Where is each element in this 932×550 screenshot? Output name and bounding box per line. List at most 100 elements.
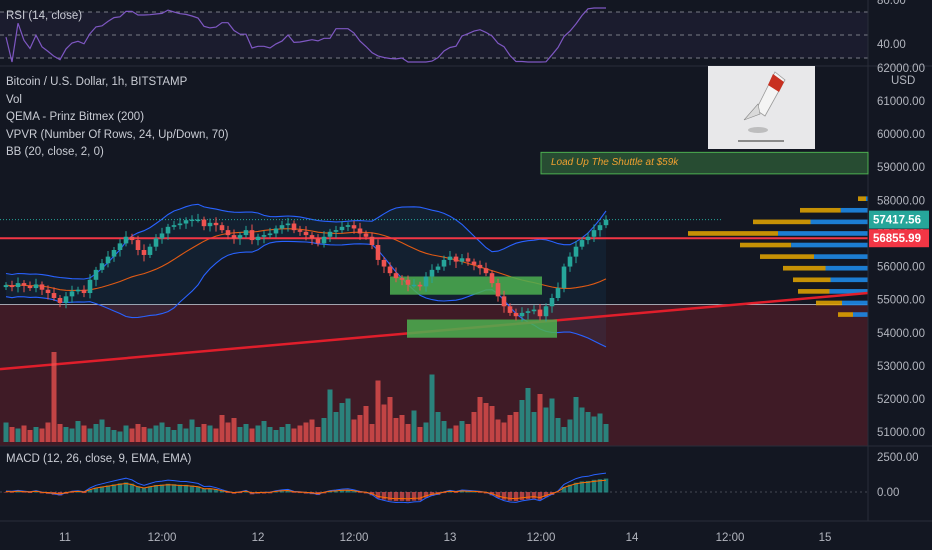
- volume-bar: [273, 430, 279, 442]
- macd-histogram-bar: [195, 486, 201, 493]
- time-tick-label: 12:00: [527, 532, 556, 544]
- candle-body: [237, 235, 243, 239]
- candle-body: [579, 240, 585, 247]
- volume-bar: [159, 422, 165, 442]
- indicator-bb[interactable]: BB (20, close, 2, 0): [6, 146, 104, 158]
- candle-body: [183, 220, 189, 224]
- macd-histogram-bar: [537, 492, 543, 500]
- candle-body: [99, 263, 105, 270]
- candle-body: [249, 230, 255, 241]
- candle-body: [423, 276, 429, 287]
- macd-histogram-bar: [345, 490, 351, 493]
- candle-body: [429, 269, 435, 277]
- indicator-vol[interactable]: Vol: [6, 93, 22, 106]
- macd-histogram-bar: [69, 492, 75, 493]
- candle-body: [45, 289, 51, 294]
- macd-histogram-bar: [555, 492, 561, 493]
- indicator-qema[interactable]: QEMA - Prinz Bitmex (200): [6, 111, 145, 123]
- price-tick-label: 51000.00: [877, 427, 925, 439]
- volume-bar: [411, 410, 417, 442]
- volume-bar: [141, 427, 147, 442]
- candle-body: [93, 269, 99, 280]
- candle-body: [369, 236, 375, 246]
- volume-bar: [579, 407, 585, 442]
- time-tick-label: 12:00: [340, 532, 369, 544]
- volume-bar: [393, 418, 399, 442]
- macd-histogram-bar: [147, 486, 153, 493]
- candle-body: [537, 309, 543, 317]
- volume-bar: [195, 427, 201, 442]
- candle-body: [141, 250, 147, 255]
- macd-histogram-bar: [399, 492, 405, 501]
- annotation-box: [540, 151, 869, 175]
- macd-histogram-bar: [333, 491, 339, 493]
- macd-histogram-bar: [543, 492, 549, 498]
- candle-body: [471, 261, 477, 265]
- macd-histogram-bar: [501, 492, 507, 500]
- volume-bar: [207, 425, 213, 442]
- candle-body: [231, 235, 237, 239]
- candle-body: [63, 296, 69, 303]
- candle-body: [177, 223, 183, 226]
- candle-body: [153, 238, 159, 247]
- indicator-vpvr[interactable]: VPVR (Number Of Rows, 24, Up/Down, 70): [6, 128, 229, 141]
- volume-bar: [381, 404, 387, 442]
- volume-bar: [213, 428, 219, 442]
- macd-histogram-bar: [513, 492, 519, 502]
- macd-histogram-bar: [567, 484, 573, 493]
- candle-body: [405, 279, 411, 285]
- volume-bar: [255, 425, 261, 442]
- vpvr-bar-up: [791, 242, 868, 248]
- volume-bar: [537, 394, 543, 442]
- candle-body: [519, 312, 525, 317]
- price-tick-label: 62000.00: [877, 63, 925, 75]
- price-tag-label: 57417.56: [873, 215, 921, 227]
- macd-histogram-bar: [417, 492, 423, 501]
- rsi-line: [5, 7, 606, 63]
- rocket-tank: [768, 74, 784, 92]
- macd-histogram-bar: [123, 482, 129, 493]
- candle-body: [159, 233, 165, 239]
- candle-body: [135, 240, 141, 250]
- candle-body: [225, 230, 231, 236]
- macd-histogram-bar: [387, 492, 393, 501]
- volume-bar: [105, 427, 111, 442]
- volume-bar: [357, 415, 363, 442]
- currency-label: USD: [891, 75, 915, 87]
- candle-body: [597, 225, 603, 231]
- volume-bar: [519, 400, 525, 442]
- volume-bar: [477, 397, 483, 442]
- macd-tick-label: 2500.00: [877, 452, 919, 464]
- time-tick-label: 12:00: [716, 532, 745, 544]
- macd-histogram-bar: [459, 491, 465, 493]
- candle-body: [273, 228, 279, 234]
- candle-body: [465, 258, 471, 262]
- candle-body: [165, 226, 171, 234]
- macd-histogram-bar: [33, 491, 39, 493]
- volume-bar: [555, 418, 561, 442]
- candle-body: [123, 236, 129, 244]
- candle-body: [603, 219, 609, 226]
- time-tick-label: 12: [252, 532, 265, 544]
- volume-bar: [39, 428, 45, 442]
- candle-body: [87, 279, 93, 294]
- volume-bar: [549, 398, 555, 442]
- macd-histogram-bar: [393, 492, 399, 502]
- candle-body: [543, 306, 549, 317]
- symbol-label[interactable]: Bitcoin / U.S. Dollar, 1h, BITSTAMP: [6, 76, 188, 88]
- macd-histogram-bar: [375, 492, 381, 499]
- volume-bar: [147, 428, 153, 442]
- volume-bar: [33, 427, 39, 442]
- rsi-label: RSI (14, close): [6, 10, 83, 22]
- price-pane[interactable]: [0, 196, 868, 446]
- candle-body: [219, 225, 225, 231]
- macd-histogram-bar: [243, 491, 249, 493]
- volume-bar: [135, 424, 141, 442]
- candle-body: [303, 231, 309, 236]
- macd-histogram-bar: [327, 491, 333, 493]
- volume-bar: [291, 428, 297, 442]
- macd-histogram-bar: [597, 479, 603, 493]
- candle-body: [387, 266, 393, 274]
- candle-body: [297, 230, 303, 232]
